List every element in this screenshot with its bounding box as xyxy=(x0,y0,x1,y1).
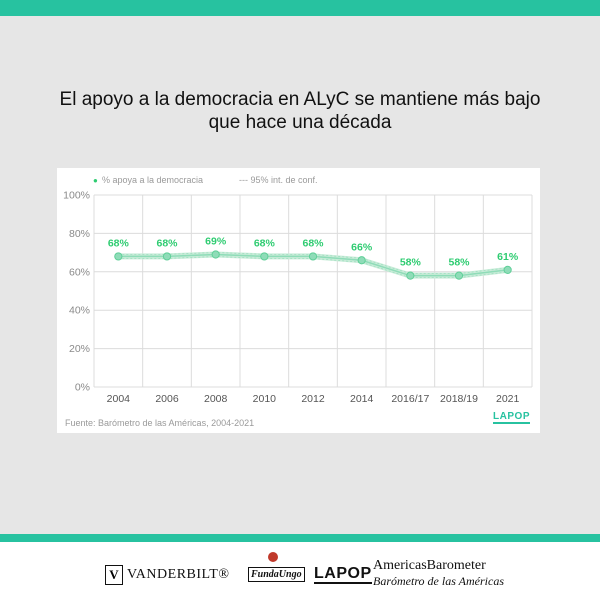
x-axis: 2004 2006 2008 2010 2012 2014 2016/17 2018/19 20… xyxy=(107,393,520,405)
x-tick-label: 2004 xyxy=(107,393,131,405)
data-label: 68% xyxy=(254,237,276,249)
data-point xyxy=(162,252,172,261)
y-tick-label: 20% xyxy=(69,343,90,355)
legend-series-label: % apoya a la democracia xyxy=(102,175,203,185)
line-chart: ● % apoya a la democracia --- 95% int. d… xyxy=(63,175,533,405)
data-point xyxy=(406,271,415,280)
rose-icon xyxy=(268,552,278,562)
headline-line-1: El apoyo a la democracia en ALyC se mant… xyxy=(59,89,541,110)
x-tick-label: 2012 xyxy=(301,393,325,405)
data-point xyxy=(308,252,318,261)
y-axis: 0% 20% 40% 60% 80% 100% xyxy=(63,190,90,394)
confidence-upper-line xyxy=(118,252,508,274)
x-tick-label: 2016/17 xyxy=(391,393,429,405)
x-tick-label: 2008 xyxy=(204,393,228,405)
data-label: 66% xyxy=(351,241,373,253)
data-label: 69% xyxy=(205,236,227,248)
headline: El apoyo a la democracia en ALyC se mant… xyxy=(30,88,570,134)
source-note: Fuente: Barómetro de las Américas, 2004-… xyxy=(65,418,255,428)
data-point xyxy=(114,252,123,261)
data-label: 68% xyxy=(108,237,130,249)
data-point xyxy=(260,252,269,261)
data-label: 61% xyxy=(497,251,519,263)
vanderbilt-logo: V VANDERBILT® xyxy=(105,564,229,586)
top-accent-bar xyxy=(0,0,600,16)
data-point xyxy=(454,271,464,280)
legend-marker: ● xyxy=(93,176,98,185)
y-tick-label: 80% xyxy=(69,228,90,240)
footer-logos: V VANDERBILT® FundaUngo LAPOP AmericasBa… xyxy=(0,542,600,600)
bottom-accent-bar xyxy=(0,534,600,542)
americas-barometer-title: AmericasBarometer xyxy=(373,558,486,573)
legend-ci-label: --- 95% int. de conf. xyxy=(239,175,318,185)
chart-legend: ● % apoya a la democracia --- 95% int. d… xyxy=(93,175,318,185)
y-tick-label: 40% xyxy=(69,305,90,317)
americas-barometer-logo: AmericasBarometer Barómetro de las Améri… xyxy=(373,558,504,588)
y-tick-label: 0% xyxy=(75,382,90,394)
lapop-logo: LAPOP xyxy=(314,565,372,584)
lapop-chart-logo: LAPOP xyxy=(493,411,530,424)
chart-series: 68% 68% 69% 68% 68% 66% 58% 58% 61% xyxy=(108,236,519,280)
fundaungo-logo: FundaUngo xyxy=(248,552,305,582)
data-label: 58% xyxy=(448,257,470,269)
y-tick-label: 60% xyxy=(69,266,90,278)
vanderbilt-emblem-icon: V xyxy=(105,565,123,585)
headline-line-2: que hace una década xyxy=(208,112,392,133)
data-label: 68% xyxy=(302,237,324,249)
x-tick-label: 2006 xyxy=(155,393,179,405)
data-point xyxy=(357,256,366,265)
x-tick-label: 2021 xyxy=(496,393,520,405)
confidence-lower-line xyxy=(118,256,508,278)
data-point xyxy=(503,265,512,274)
x-tick-label: 2018/19 xyxy=(440,393,478,405)
chart-card: ● % apoya a la democracia --- 95% int. d… xyxy=(57,168,540,433)
data-label: 58% xyxy=(400,257,422,269)
chart-grid xyxy=(93,194,533,388)
data-label: 68% xyxy=(156,237,178,249)
x-tick-label: 2014 xyxy=(350,393,374,405)
data-point xyxy=(211,250,220,259)
y-tick-label: 100% xyxy=(63,190,90,202)
x-tick-label: 2010 xyxy=(253,393,277,405)
americas-barometer-subtitle: Barómetro de las Américas xyxy=(373,574,504,588)
fundaungo-wordmark: FundaUngo xyxy=(248,567,305,582)
vanderbilt-wordmark: VANDERBILT® xyxy=(127,567,230,582)
